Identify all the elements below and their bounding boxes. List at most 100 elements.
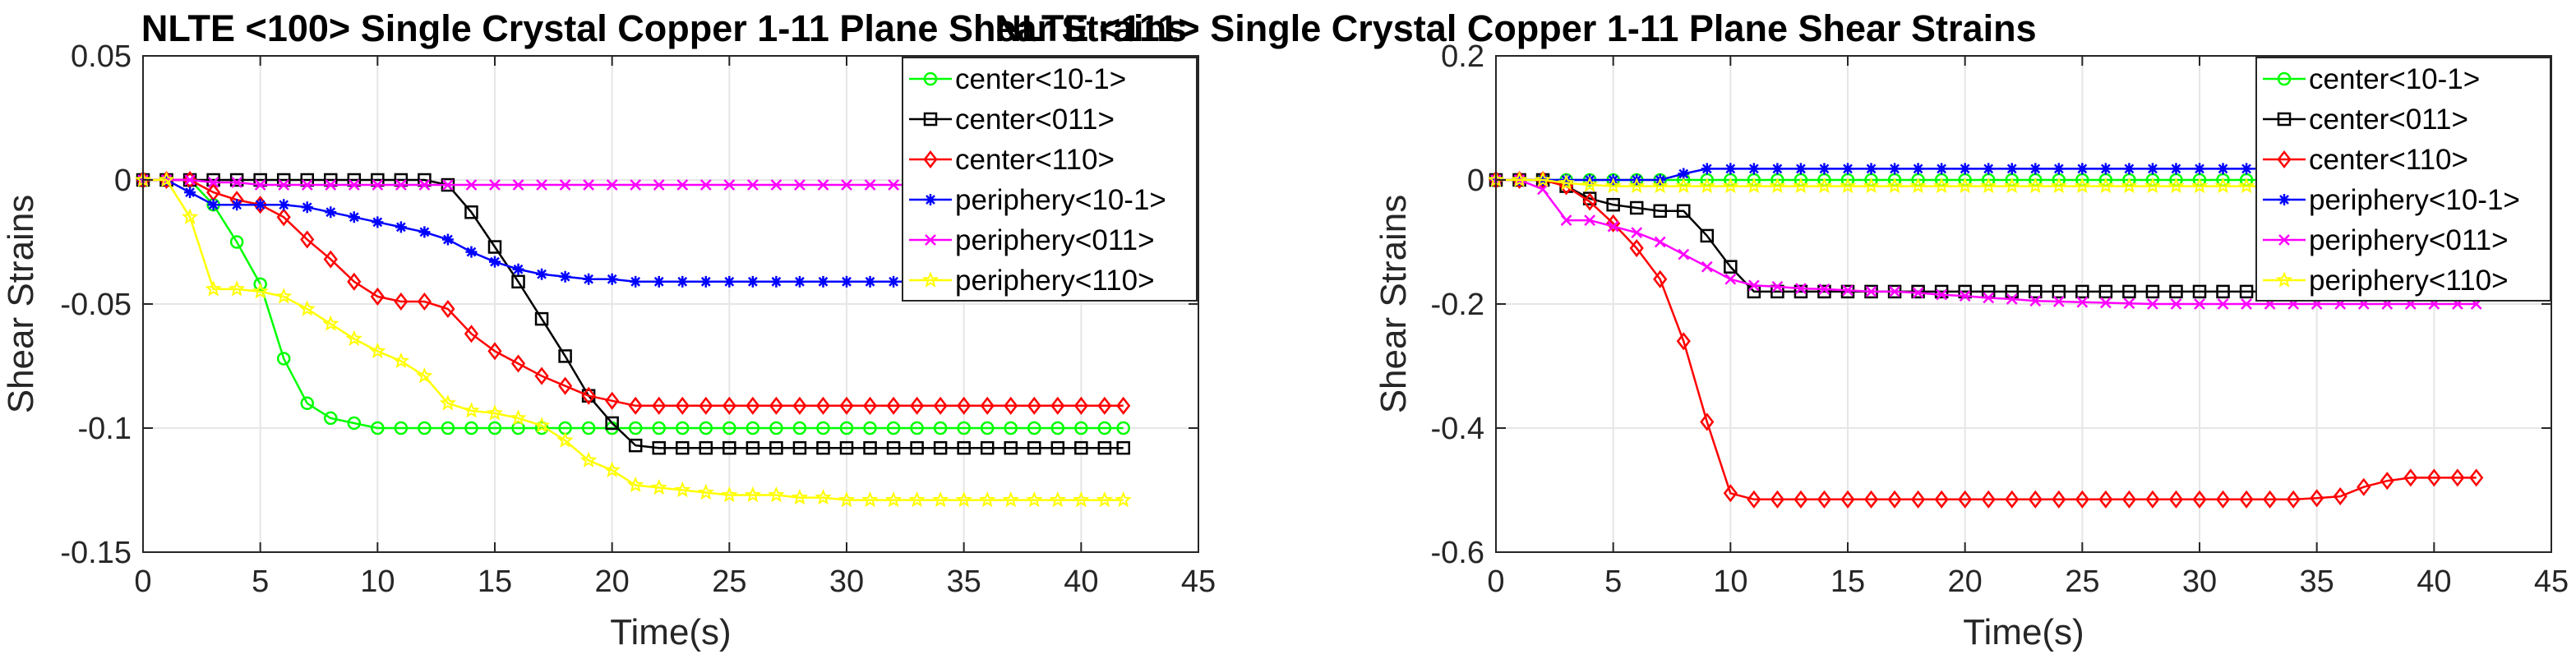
data-point	[931, 491, 949, 508]
data-point	[583, 179, 595, 191]
data-point	[1073, 396, 1088, 415]
data-point	[933, 440, 948, 455]
data-point	[838, 491, 856, 508]
data-point	[1934, 284, 1949, 299]
data-point	[1534, 171, 1552, 187]
data-point	[1584, 214, 1596, 226]
data-point	[955, 491, 972, 508]
data-point	[1983, 292, 1995, 304]
data-point	[1956, 177, 1974, 194]
data-point	[910, 440, 924, 455]
y-tick-label: -0.4	[1431, 412, 1484, 446]
data-point	[1074, 440, 1088, 455]
data-point	[2191, 177, 2209, 194]
data-point	[254, 199, 266, 211]
data-point	[231, 199, 243, 211]
data-point	[184, 174, 196, 186]
data-point	[2380, 472, 2394, 491]
data-point	[534, 366, 549, 385]
data-point	[558, 376, 573, 395]
data-point	[394, 292, 409, 311]
data-point	[2144, 177, 2162, 194]
data-point	[839, 421, 854, 435]
data-point	[2145, 284, 2160, 299]
data-point	[699, 275, 712, 288]
data-point	[1769, 177, 1786, 194]
data-point	[1653, 270, 1668, 288]
data-point	[1794, 284, 1808, 299]
legend-marker	[923, 112, 938, 127]
series-periphery<110>	[134, 171, 1132, 508]
data-point	[1654, 236, 1666, 248]
data-point	[2122, 284, 2136, 299]
data-point	[464, 205, 478, 219]
data-point	[2170, 298, 2182, 310]
data-point	[603, 461, 621, 478]
data-point	[512, 179, 524, 191]
data-point	[583, 273, 595, 285]
data-point	[1629, 239, 1644, 258]
data-point	[1027, 396, 1041, 415]
data-point	[2099, 163, 2112, 175]
data-point	[558, 349, 572, 363]
data-point	[2097, 177, 2115, 194]
data-point	[1698, 177, 1715, 194]
data-point	[1932, 177, 1950, 194]
data-point	[2050, 177, 2067, 194]
data-point	[1560, 174, 1572, 186]
data-point	[1677, 204, 1691, 218]
data-point	[418, 421, 432, 435]
y-tick-label: -0.1	[78, 412, 132, 446]
data-point	[2029, 284, 2043, 299]
data-point	[300, 230, 315, 249]
legend-entry: periphery<110>	[909, 265, 1155, 297]
legend-label: center<110>	[955, 144, 1115, 176]
data-point	[815, 488, 832, 505]
data-point	[861, 491, 879, 508]
data-point	[489, 256, 501, 268]
series-line	[1496, 178, 2477, 501]
x-axis-label: Time(s)	[610, 612, 731, 652]
data-point	[2239, 284, 2254, 299]
data-point	[1889, 163, 1901, 175]
data-point	[1724, 260, 1738, 274]
data-point	[817, 179, 829, 191]
data-point	[653, 275, 665, 288]
data-point	[323, 250, 338, 269]
data-point	[252, 283, 269, 299]
legend-marker	[2278, 194, 2290, 205]
data-point	[606, 273, 618, 285]
legend-entry: periphery<110>	[2263, 265, 2509, 297]
data-point	[744, 486, 762, 503]
x-tick-label: 40	[1064, 564, 1098, 599]
data-point	[1097, 396, 1112, 415]
data-point	[416, 366, 433, 384]
data-point	[395, 179, 407, 191]
data-point	[1912, 163, 1924, 175]
data-point	[863, 440, 877, 455]
data-point	[862, 396, 878, 415]
data-point	[957, 396, 972, 415]
data-point	[1887, 490, 1902, 509]
data-point	[207, 199, 219, 211]
data-point	[559, 270, 571, 283]
data-point	[746, 440, 760, 455]
data-point	[511, 421, 525, 435]
y-tick-label: 0	[1467, 164, 1484, 198]
data-point	[1050, 421, 1065, 435]
data-point	[1863, 177, 1880, 194]
data-point	[581, 386, 596, 405]
data-point	[1050, 396, 1065, 415]
data-point	[1027, 440, 1041, 455]
data-point	[1795, 283, 1807, 295]
chart-panel-2: 0 5 10 15 20 25 30 35 40 45 0.2 0 -0.2 -0.4 -0.6 NLTE <…	[995, 7, 2569, 652]
data-point	[746, 275, 759, 288]
data-point	[2003, 177, 2020, 194]
series-periphery<011>	[1490, 174, 2482, 310]
data-point	[1980, 177, 1997, 194]
data-point	[980, 440, 995, 455]
legend: center<10-1> center<011> center<110> periph…	[2255, 57, 2551, 302]
data-point	[347, 416, 362, 431]
data-point	[278, 179, 290, 191]
data-point	[1912, 287, 1924, 299]
